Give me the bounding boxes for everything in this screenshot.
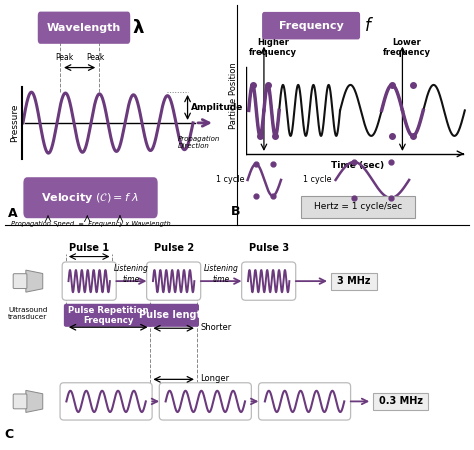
Text: Shorter: Shorter <box>200 323 231 332</box>
FancyBboxPatch shape <box>262 12 360 40</box>
FancyBboxPatch shape <box>148 304 199 327</box>
Text: Pressure: Pressure <box>10 104 18 142</box>
Text: Peak: Peak <box>55 53 73 62</box>
Text: Pulse 2: Pulse 2 <box>154 243 194 252</box>
FancyBboxPatch shape <box>331 273 377 290</box>
FancyBboxPatch shape <box>258 383 351 420</box>
Text: $f$: $f$ <box>364 17 374 35</box>
Text: Amplitude: Amplitude <box>191 103 243 112</box>
Text: Propagation Speed  =  Frequency x Wavelength: Propagation Speed = Frequency x Waveleng… <box>10 220 171 227</box>
Text: $\mathbf{\lambda}$: $\mathbf{\lambda}$ <box>132 18 145 36</box>
FancyBboxPatch shape <box>23 177 158 218</box>
Polygon shape <box>26 391 43 412</box>
Text: Higher
frequency: Higher frequency <box>249 38 297 57</box>
Text: B: B <box>231 205 240 218</box>
FancyBboxPatch shape <box>64 304 153 327</box>
Text: Particle Position: Particle Position <box>228 63 237 129</box>
Text: Peak: Peak <box>86 53 104 62</box>
Text: Lower
frequency: Lower frequency <box>383 38 431 57</box>
FancyBboxPatch shape <box>13 274 27 288</box>
FancyBboxPatch shape <box>13 394 27 409</box>
Text: Ultrasound
transducer: Ultrasound transducer <box>8 307 48 320</box>
FancyBboxPatch shape <box>159 383 251 420</box>
Text: Longer: Longer <box>200 374 229 383</box>
Text: 3 MHz: 3 MHz <box>337 276 371 286</box>
Text: Wavelength: Wavelength <box>47 22 121 32</box>
FancyBboxPatch shape <box>373 393 428 410</box>
Polygon shape <box>26 270 43 292</box>
Text: 1 cycle: 1 cycle <box>302 176 331 184</box>
Text: Pulse length: Pulse length <box>139 310 208 320</box>
Text: Listening
time: Listening time <box>114 265 149 284</box>
Text: Propagation
Direction: Propagation Direction <box>178 136 220 149</box>
FancyBboxPatch shape <box>301 196 415 218</box>
FancyBboxPatch shape <box>242 262 296 300</box>
Text: Time (sec): Time (sec) <box>331 161 384 170</box>
Text: Pulse Repetition
Frequency: Pulse Repetition Frequency <box>68 306 148 325</box>
Text: Pulse 1: Pulse 1 <box>69 243 109 252</box>
Text: Frequency: Frequency <box>279 21 344 31</box>
FancyBboxPatch shape <box>38 12 130 44</box>
Text: Velocity $(\mathcal{C}) = f\ \lambda$: Velocity $(\mathcal{C}) = f\ \lambda$ <box>42 191 139 205</box>
Text: 0.3 MHz: 0.3 MHz <box>379 396 423 406</box>
Text: Listening
time: Listening time <box>204 265 238 284</box>
Text: 1 cycle: 1 cycle <box>216 176 244 184</box>
FancyBboxPatch shape <box>60 383 152 420</box>
Text: A: A <box>8 207 18 220</box>
Text: C: C <box>5 428 14 441</box>
FancyBboxPatch shape <box>146 262 201 300</box>
Text: Pulse 3: Pulse 3 <box>248 243 289 252</box>
Text: Hertz = 1 cycle/sec: Hertz = 1 cycle/sec <box>314 202 402 211</box>
FancyBboxPatch shape <box>62 262 116 300</box>
